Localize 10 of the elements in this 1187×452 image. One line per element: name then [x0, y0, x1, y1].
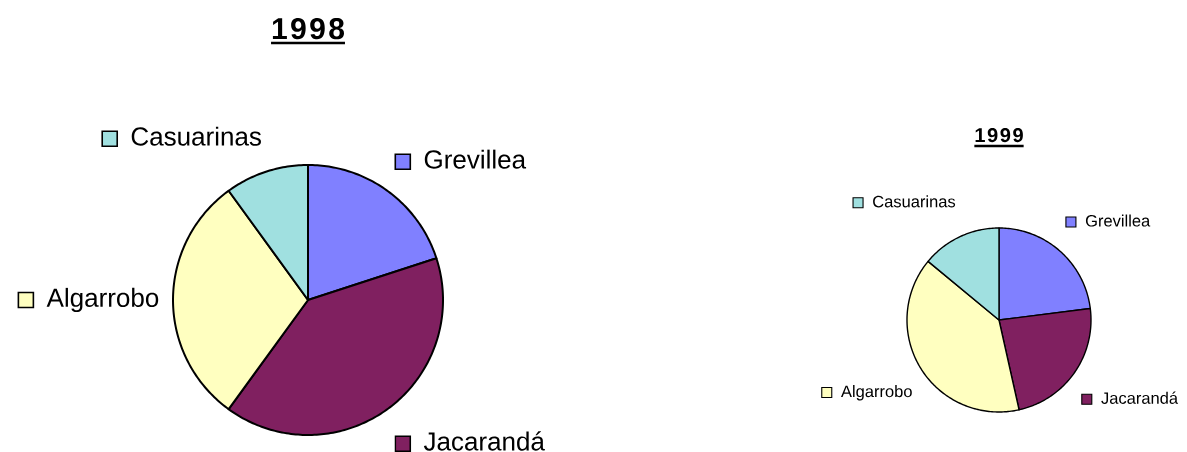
legend-label: Grevillea	[424, 149, 527, 169]
legend-label: Casuarinas	[873, 195, 956, 208]
legend-label: Jacarandá	[423, 431, 545, 451]
legend-label: Algarrobo	[46, 287, 159, 313]
legend-label: Grevillea	[1085, 214, 1151, 227]
legend-label: Casuarinas	[131, 126, 261, 146]
chart-title: 1998	[272, 18, 345, 40]
chart-title: 1999	[975, 128, 1023, 143]
legend-label: Jacarandá	[1101, 391, 1179, 404]
legend-label: Algarrobo	[841, 385, 912, 401]
